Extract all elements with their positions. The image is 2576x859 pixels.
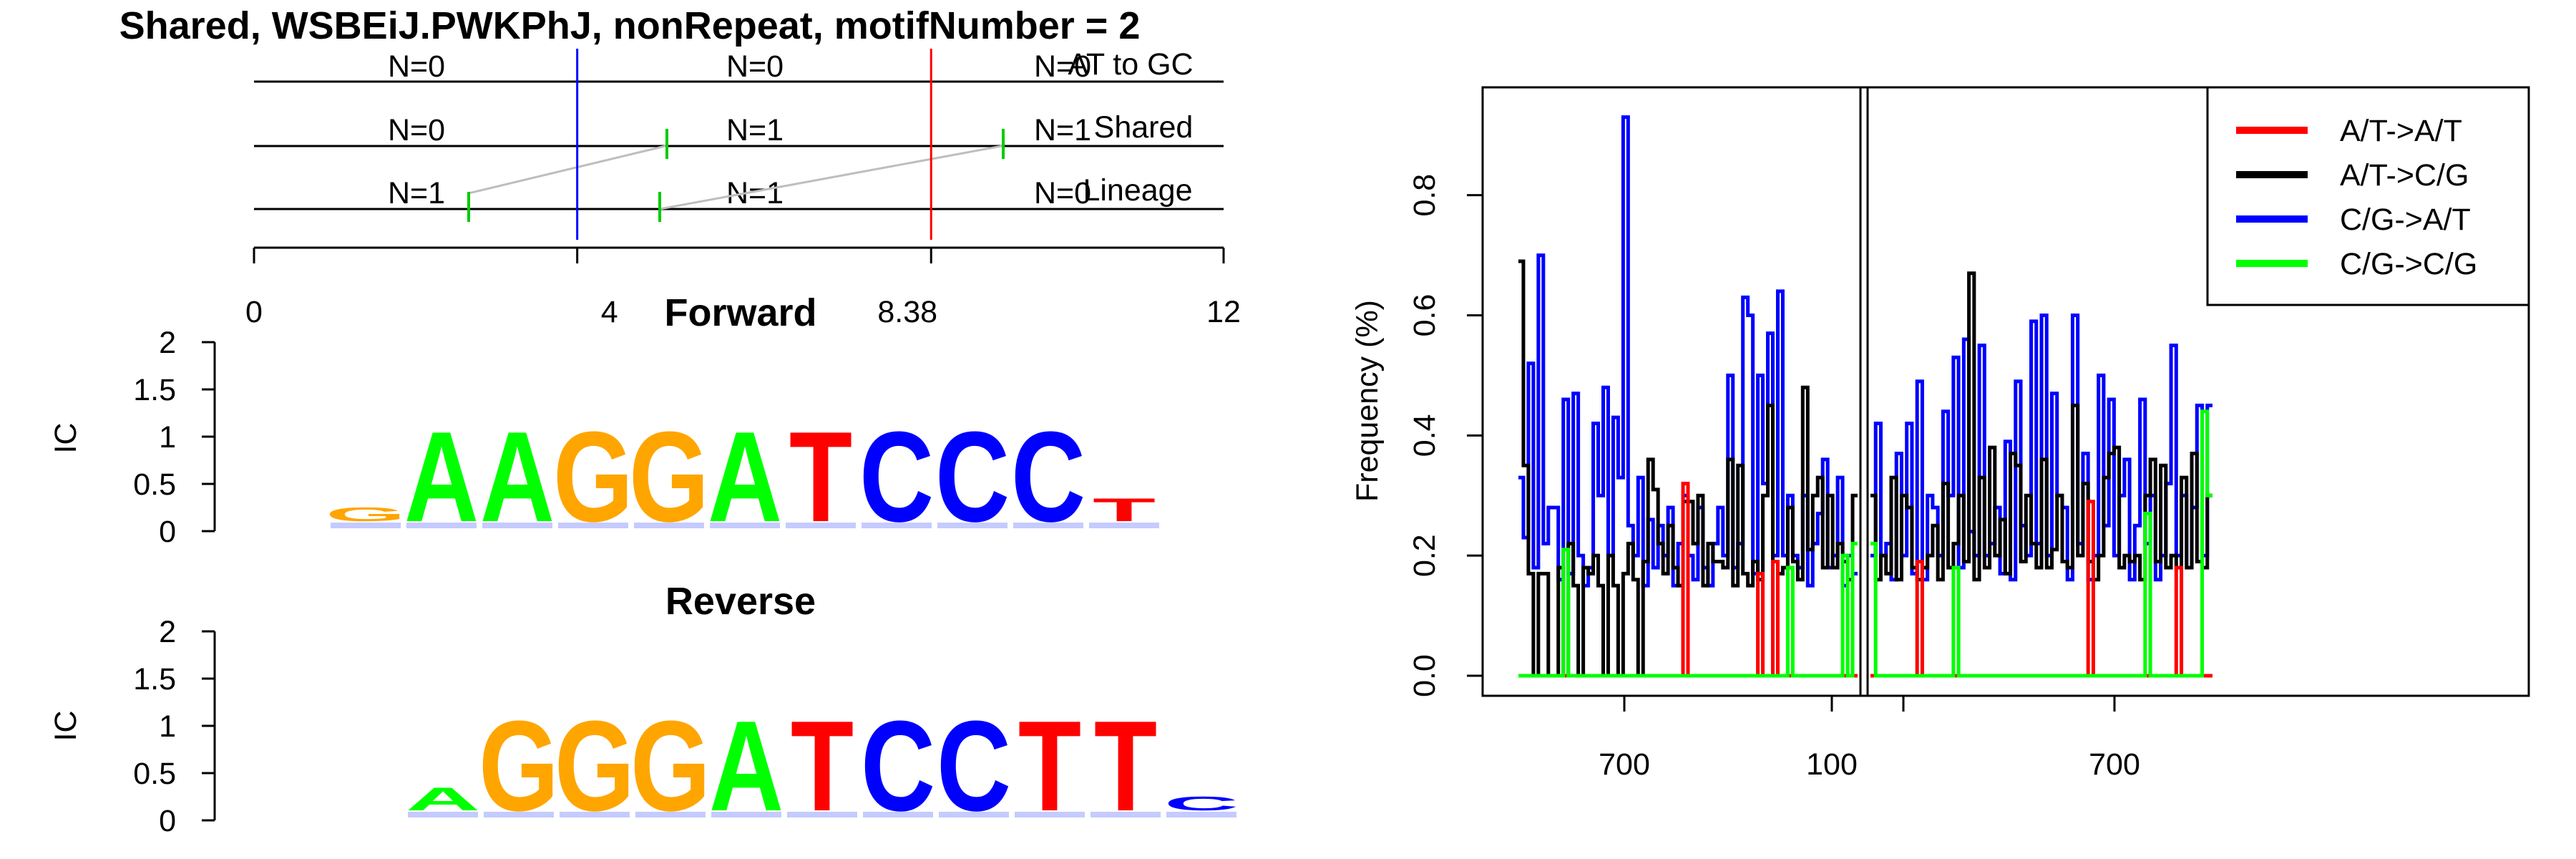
logo-residual [558,523,628,528]
logo-residual [786,523,856,528]
series-lines [1518,115,2212,678]
connector-line [468,145,666,195]
logo-residual [484,812,554,817]
y-tick-label: 0.0 [1407,654,1442,697]
legend-label: C/G->C/G [2340,247,2477,281]
logo-residual [560,812,630,817]
logo-letter: T [1093,491,1156,528]
logo-yticks: 2 1.5 1 0.5 0 [133,326,215,549]
logo-letter: G [326,503,406,525]
logo-residual [408,812,478,817]
legend-box [2206,86,2530,306]
logo-residual [1089,523,1159,528]
logo-ytick-label: 2 [159,326,176,360]
logo-residual [482,523,552,528]
y-axis-label: Frequency (%) [1350,300,1385,502]
series-line-atcg [1518,259,1858,678]
logo-ytick-label: 0 [159,804,176,838]
y-tick-label: 0.6 [1407,294,1442,337]
count-label: N=0 [1034,176,1091,210]
y-tick-label: 0.4 [1407,414,1442,457]
track-axis-ticks: 0 4 8.38 12 [245,248,1241,329]
legend-label: A/T->A/T [2340,114,2462,148]
logo-ytick-label: 1 [159,420,176,455]
logo-ylabel: IC [49,711,83,742]
logo-residual [1015,812,1085,817]
logo-residual [937,523,1008,528]
track-tick-label: 0 [245,295,263,329]
count-label: N=1 [726,176,784,210]
logo-residual [787,812,857,817]
logo-title: Reverse [665,580,816,623]
logo-residual [331,523,401,528]
count-label: N=1 [388,176,445,210]
logo-ylabel: IC [49,423,83,454]
y-tick-label: 0.8 [1407,174,1442,217]
logo-letter: A [406,780,480,817]
track-panel: N=0 N=0 N=0 N=0 N=1 N=1 N=1 N=1 N=0 AT t… [245,47,1241,329]
logo-ytick-label: 1.5 [133,662,176,697]
count-label: N=0 [1034,49,1091,84]
track-tick-label: 4 [601,295,618,329]
count-label: N=0 [726,49,784,84]
logo-residual [406,523,477,528]
logo-residual [1166,812,1236,817]
series-line-cgcg [1870,409,2212,678]
logo-ytick-label: 1.5 [133,373,176,407]
logo-residual [710,523,780,528]
count-label: N=1 [1034,113,1091,147]
y-tick-label: 0.2 [1407,534,1442,577]
track-tick-label: 8.38 [877,295,937,329]
legend-label: C/G->A/T [2340,203,2471,237]
series-line-atcg [1870,271,2212,582]
logo-residual [939,812,1009,817]
logo-ytick-label: 0.5 [133,757,176,791]
logo-residual [1091,812,1161,817]
x-tick-label: 100 [1806,747,1858,782]
logo-residual [711,812,781,817]
legend: A/T->A/T A/T->C/G C/G->A/T C/G->C/G [2206,86,2530,306]
row-label-shared: Shared [1094,110,1194,145]
count-label: N=0 [388,49,445,84]
count-label: N=1 [726,113,784,147]
logo-residual [1013,523,1083,528]
y-axis: 0.0 0.2 0.4 0.6 0.8 [1407,174,1484,697]
logo-residual [634,523,704,528]
series-line-cgcg [1518,541,1858,678]
count-label: N=0 [388,113,445,147]
logo-residual [635,812,706,817]
frequency-chart: Frequency (%) 0.0 0.2 0.4 0.6 0.8 700 100 700 … [1350,86,2530,782]
row-label-at-to-gc: AT to GC [1068,47,1193,82]
logo-title: Forward [664,291,816,334]
logo-ytick-label: 0 [159,515,176,549]
logo-ytick-label: 2 [159,615,176,649]
logo-ytick-label: 1 [159,709,176,744]
logo-yticks: 2 1.5 1 0.5 0 [133,615,215,838]
x-axis: 700 100 700 [1599,694,2140,782]
logo-residual [862,523,932,528]
row-label-lineage: Lineage [1083,173,1192,208]
logo-ytick-label: 0.5 [133,467,176,502]
connector-line [659,145,1002,210]
logo-letter: C [1164,792,1239,815]
x-tick-label: 700 [2089,747,2140,782]
figure-title: Shared, WSBEiJ.PWKPhJ, nonRepeat, motifN… [119,4,1141,47]
track-tick-label: 12 [1206,295,1241,329]
x-tick-label: 700 [1599,747,1650,782]
legend-label: A/T->C/G [2340,158,2469,193]
logo-residual [863,812,933,817]
